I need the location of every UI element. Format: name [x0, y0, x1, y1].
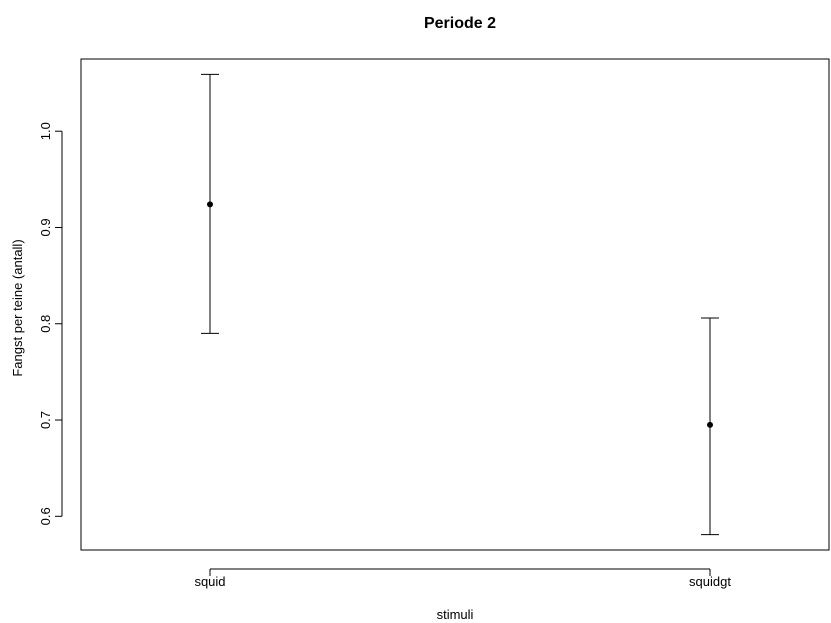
plot-area-frame	[80, 58, 830, 551]
y-tick-label: 1.0	[38, 122, 53, 140]
y-tick-label: 0.6	[38, 507, 53, 525]
error-bar-series	[201, 73, 719, 536]
x-axis-label: stimuli	[437, 607, 474, 622]
mean-point-squidgt	[707, 421, 713, 428]
x-axis: squid squidgt	[194, 568, 731, 589]
mean-point-squid	[207, 201, 213, 208]
chart-title: Periode 2	[424, 15, 496, 32]
x-tick-label: squid	[194, 574, 225, 589]
y-axis: 0.6 0.7 0.8 0.9 1.0	[38, 122, 63, 525]
x-tick-label: squidgt	[689, 574, 731, 589]
y-tick-label: 0.8	[38, 315, 53, 333]
y-axis-label: Fangst per teine (antall)	[10, 239, 25, 376]
y-tick-label: 0.9	[38, 218, 53, 236]
y-tick-label: 0.7	[38, 411, 53, 429]
